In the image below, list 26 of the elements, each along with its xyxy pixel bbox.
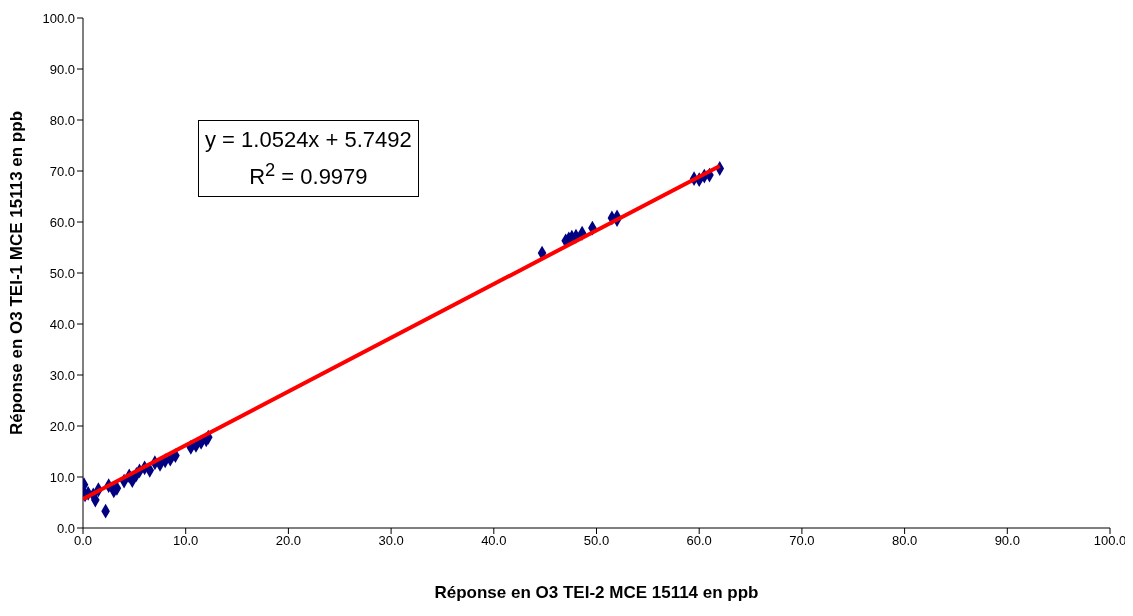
y-tick-label: 20.0 bbox=[49, 418, 75, 434]
x-axis-title: Réponse en O3 TEI-2 MCE 15114 en ppb bbox=[434, 583, 759, 602]
x-tick-label: 30.0 bbox=[378, 533, 404, 549]
y-tick-label: 0.0 bbox=[56, 520, 75, 536]
y-axis-title: Réponse en O3 TEI-1 MCE 15113 en ppb bbox=[7, 110, 27, 436]
y-tick-label: 30.0 bbox=[49, 367, 75, 383]
x-tick-label: 20.0 bbox=[275, 533, 302, 549]
y-tick-label: 60.0 bbox=[49, 214, 75, 230]
y-tick-label: 80.0 bbox=[49, 112, 75, 128]
y-tick-label: 10.0 bbox=[49, 469, 75, 485]
x-tick-label: 70.0 bbox=[789, 533, 815, 549]
x-tick-label: 40.0 bbox=[481, 533, 507, 549]
x-tick-label: 90.0 bbox=[994, 533, 1020, 549]
y-tick-label: 40.0 bbox=[49, 316, 75, 332]
x-tick-label: 80.0 bbox=[891, 533, 918, 549]
y-tick-label: 70.0 bbox=[49, 163, 75, 179]
x-tick-label: 10.0 bbox=[173, 533, 199, 549]
y-tick-label: 50.0 bbox=[49, 265, 75, 281]
annotation: y = 1.0524x + 5.7492 bbox=[205, 127, 412, 152]
x-tick-label: 60.0 bbox=[686, 533, 712, 549]
x-tick-label: 0.0 bbox=[73, 533, 93, 549]
annotation: R$^{2}$ = 0.9979 bbox=[249, 159, 368, 190]
x-tick-label: 50.0 bbox=[583, 533, 610, 549]
y-tick-label: 90.0 bbox=[49, 61, 75, 77]
x-tick-label: 100.0 bbox=[1093, 533, 1127, 549]
y-tick-label: 100.0 bbox=[42, 10, 75, 26]
